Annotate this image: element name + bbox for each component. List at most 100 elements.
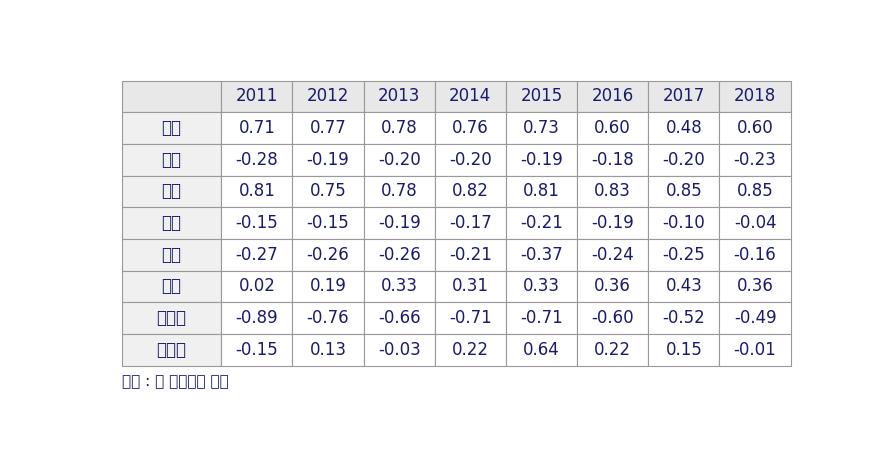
Bar (506, 175, 577, 207)
Text: 0.76: 0.76 (452, 119, 489, 137)
Text: 0.81: 0.81 (523, 182, 560, 200)
Text: 2016: 2016 (592, 88, 634, 106)
Bar (648, 144, 719, 175)
Text: 2012: 2012 (307, 88, 349, 106)
Bar (293, 112, 364, 144)
Bar (222, 207, 293, 239)
Text: 0.02: 0.02 (239, 277, 275, 295)
Bar (222, 81, 293, 112)
Text: 0.22: 0.22 (595, 341, 631, 359)
Bar (648, 239, 719, 271)
Text: -0.19: -0.19 (520, 151, 562, 169)
Text: 0.82: 0.82 (452, 182, 489, 200)
Bar (293, 207, 364, 239)
Bar (293, 334, 364, 366)
Bar (364, 334, 435, 366)
Bar (719, 207, 790, 239)
Bar (293, 144, 364, 175)
Text: 중국: 중국 (161, 151, 182, 169)
Bar (719, 271, 790, 302)
Text: -0.76: -0.76 (307, 309, 349, 327)
Bar (435, 175, 506, 207)
Bar (122, 334, 222, 366)
Text: -0.60: -0.60 (591, 309, 634, 327)
Bar (719, 175, 790, 207)
Bar (122, 175, 222, 207)
Text: -0.16: -0.16 (733, 246, 776, 264)
Text: 0.43: 0.43 (666, 277, 702, 295)
Text: 베트남: 베트남 (157, 341, 186, 359)
Bar (506, 207, 577, 239)
Text: 0.81: 0.81 (239, 182, 275, 200)
Text: -0.20: -0.20 (449, 151, 492, 169)
Text: 0.60: 0.60 (737, 119, 773, 137)
Bar (506, 334, 577, 366)
Bar (222, 112, 293, 144)
Bar (577, 334, 648, 366)
Bar (364, 175, 435, 207)
Bar (293, 239, 364, 271)
Text: -0.01: -0.01 (733, 341, 776, 359)
Bar (577, 175, 648, 207)
Text: 2017: 2017 (663, 88, 705, 106)
Bar (648, 302, 719, 334)
Text: -0.10: -0.10 (662, 214, 705, 232)
Bar (506, 239, 577, 271)
Bar (122, 302, 222, 334)
Bar (364, 112, 435, 144)
Text: -0.19: -0.19 (378, 214, 421, 232)
Text: -0.19: -0.19 (307, 151, 350, 169)
Bar (122, 81, 222, 112)
Text: -0.03: -0.03 (378, 341, 421, 359)
Text: 독일: 독일 (161, 277, 182, 295)
Bar (435, 302, 506, 334)
Text: 0.15: 0.15 (666, 341, 702, 359)
Bar (222, 239, 293, 271)
Text: -0.89: -0.89 (236, 309, 279, 327)
Bar (648, 112, 719, 144)
Bar (506, 81, 577, 112)
Bar (122, 239, 222, 271)
Bar (719, 144, 790, 175)
Text: 0.78: 0.78 (381, 182, 417, 200)
Bar (222, 271, 293, 302)
Text: -0.17: -0.17 (449, 214, 492, 232)
Text: -0.28: -0.28 (236, 151, 279, 169)
Bar (719, 239, 790, 271)
Bar (506, 271, 577, 302)
Bar (719, 334, 790, 366)
Bar (577, 207, 648, 239)
Text: 한국: 한국 (161, 119, 182, 137)
Text: 0.60: 0.60 (595, 119, 631, 137)
Text: -0.26: -0.26 (307, 246, 350, 264)
Bar (577, 302, 648, 334)
Bar (364, 271, 435, 302)
Text: -0.71: -0.71 (449, 309, 492, 327)
Bar (648, 334, 719, 366)
Bar (293, 81, 364, 112)
Text: 0.75: 0.75 (310, 182, 346, 200)
Bar (122, 271, 222, 302)
Text: -0.52: -0.52 (662, 309, 705, 327)
Bar (577, 112, 648, 144)
Text: 2018: 2018 (734, 88, 776, 106)
Text: -0.20: -0.20 (662, 151, 705, 169)
Text: 홍콩: 홍콩 (161, 214, 182, 232)
Bar (506, 302, 577, 334)
Bar (222, 144, 293, 175)
Text: -0.19: -0.19 (591, 214, 634, 232)
Text: -0.04: -0.04 (733, 214, 776, 232)
Bar (122, 207, 222, 239)
Bar (364, 207, 435, 239)
Text: 2013: 2013 (378, 88, 420, 106)
Text: -0.23: -0.23 (733, 151, 776, 169)
Text: 멕시코: 멕시코 (157, 309, 186, 327)
Text: -0.37: -0.37 (520, 246, 562, 264)
Text: 0.48: 0.48 (666, 119, 702, 137)
Text: 2011: 2011 (236, 88, 278, 106)
Text: -0.71: -0.71 (520, 309, 562, 327)
Text: 0.85: 0.85 (666, 182, 702, 200)
Text: -0.21: -0.21 (520, 214, 563, 232)
Text: -0.66: -0.66 (378, 309, 420, 327)
Text: 0.85: 0.85 (737, 182, 773, 200)
